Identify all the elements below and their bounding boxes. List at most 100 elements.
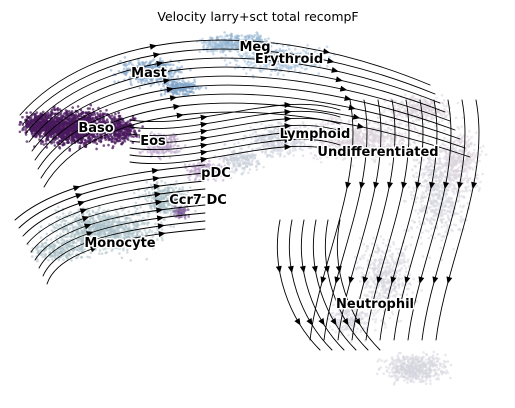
streamline-arrowhead bbox=[84, 223, 92, 230]
streamline-arrowhead bbox=[163, 77, 171, 84]
streamline-arrowhead bbox=[284, 136, 292, 143]
streamline-arrowhead bbox=[156, 207, 164, 214]
cluster-points-mast bbox=[109, 56, 208, 97]
streamline-arrowhead bbox=[359, 181, 366, 190]
streamline bbox=[129, 131, 341, 151]
streamline-arrowhead bbox=[153, 52, 161, 59]
streamline-arrowhead bbox=[354, 317, 361, 326]
streamline-arrowhead bbox=[156, 60, 164, 67]
streamline-arrowhead bbox=[471, 181, 478, 190]
streamline-arrowhead bbox=[81, 215, 90, 222]
streamline bbox=[37, 93, 461, 170]
streamline bbox=[407, 99, 452, 341]
streamline-arrowhead bbox=[77, 200, 86, 207]
streamline-arrowhead bbox=[87, 238, 96, 245]
streamline bbox=[22, 180, 206, 237]
streamline-arrowhead bbox=[158, 231, 166, 238]
streamline-arrowhead bbox=[335, 76, 344, 83]
streamline-arrowhead bbox=[149, 43, 158, 50]
streamline bbox=[324, 219, 369, 351]
streamline-arrowhead bbox=[284, 108, 292, 115]
streamline-arrowhead bbox=[344, 95, 352, 101]
streamline-arrowhead bbox=[327, 57, 335, 64]
streamline bbox=[19, 39, 431, 116]
streamline bbox=[288, 219, 333, 351]
cluster-points-neutrophil bbox=[323, 125, 482, 386]
streamline-arrowhead bbox=[322, 48, 331, 55]
streamline bbox=[18, 172, 206, 229]
streamline-arrowhead bbox=[356, 123, 365, 129]
streamline bbox=[26, 188, 206, 245]
streamline bbox=[31, 75, 451, 152]
streamline bbox=[365, 99, 410, 341]
streamline-arrowhead bbox=[415, 181, 422, 190]
streamline-arrowhead bbox=[331, 67, 339, 73]
streamline-arrowhead bbox=[200, 156, 208, 163]
streamline-arrowhead bbox=[157, 223, 165, 230]
streamline-arrowhead bbox=[200, 149, 208, 156]
streamline-arrowhead bbox=[86, 231, 94, 237]
streamline bbox=[276, 219, 321, 351]
chart-title: Velocity larry+sct total recompF bbox=[157, 9, 358, 24]
streamline-arrowhead bbox=[401, 181, 408, 190]
streamline-arrowhead bbox=[284, 101, 292, 108]
streamline-arrowhead bbox=[200, 142, 208, 149]
cluster-label-pdc: pDC bbox=[201, 166, 231, 181]
streamline bbox=[25, 57, 441, 134]
streamline bbox=[22, 48, 436, 125]
streamline-arrowhead bbox=[446, 276, 453, 284]
streamline-arrowhead bbox=[284, 143, 292, 150]
streamline-arrowhead bbox=[299, 265, 306, 274]
streamline-arrowhead bbox=[169, 95, 178, 102]
cluster-label-ccr7-dc: Ccr7 DC bbox=[169, 193, 227, 208]
streamline bbox=[129, 110, 341, 130]
streamline-arrowhead bbox=[330, 317, 337, 326]
streamline bbox=[312, 219, 357, 351]
streamline-arrowhead bbox=[339, 85, 348, 92]
streamline-arrowhead bbox=[89, 246, 98, 253]
streamline bbox=[300, 219, 345, 351]
streamline bbox=[34, 204, 206, 261]
streamline bbox=[129, 145, 341, 165]
streamline-arrowhead bbox=[294, 317, 301, 326]
streamline-arrowhead bbox=[311, 265, 318, 274]
cluster-label-neutrophil: Neutrophil bbox=[336, 297, 414, 312]
streamline-arrowhead bbox=[306, 317, 313, 326]
streamline bbox=[129, 117, 341, 137]
streamline-arrowhead bbox=[176, 112, 184, 119]
streamline bbox=[351, 99, 396, 341]
streamline-arrowhead bbox=[275, 265, 282, 274]
streamline-arrowhead bbox=[334, 276, 341, 284]
streamline bbox=[309, 99, 354, 341]
streamline-arrowhead bbox=[79, 208, 88, 215]
streamline bbox=[38, 212, 206, 269]
streamline bbox=[43, 111, 471, 188]
cell-scatter bbox=[18, 31, 488, 386]
streamline-arrowhead bbox=[173, 103, 181, 110]
streamline bbox=[14, 164, 206, 221]
streamline bbox=[129, 103, 341, 123]
streamline bbox=[129, 124, 341, 144]
streamline-arrowhead bbox=[404, 276, 411, 284]
streamline-arrowhead bbox=[342, 317, 349, 326]
streamline bbox=[46, 228, 206, 285]
streamline bbox=[379, 99, 424, 341]
streamline-arrowhead bbox=[429, 181, 436, 190]
streamline-arrowhead bbox=[166, 86, 174, 93]
streamline-arrowhead bbox=[284, 129, 292, 136]
streamline-arrowhead bbox=[152, 175, 160, 182]
streamline bbox=[42, 220, 206, 277]
streamline-arrowhead bbox=[200, 121, 208, 128]
streamline-arrowhead bbox=[345, 181, 352, 190]
streamline-arrowhead bbox=[154, 191, 162, 198]
streamline-arrowhead bbox=[387, 181, 394, 190]
streamline-arrowhead bbox=[151, 167, 160, 174]
streamline-arrowhead bbox=[373, 181, 380, 190]
cluster-label-baso: Baso bbox=[78, 121, 113, 136]
streamline bbox=[323, 99, 368, 341]
streamline bbox=[129, 138, 341, 158]
streamline bbox=[30, 196, 206, 253]
cluster-label-mast: Mast bbox=[131, 66, 167, 81]
